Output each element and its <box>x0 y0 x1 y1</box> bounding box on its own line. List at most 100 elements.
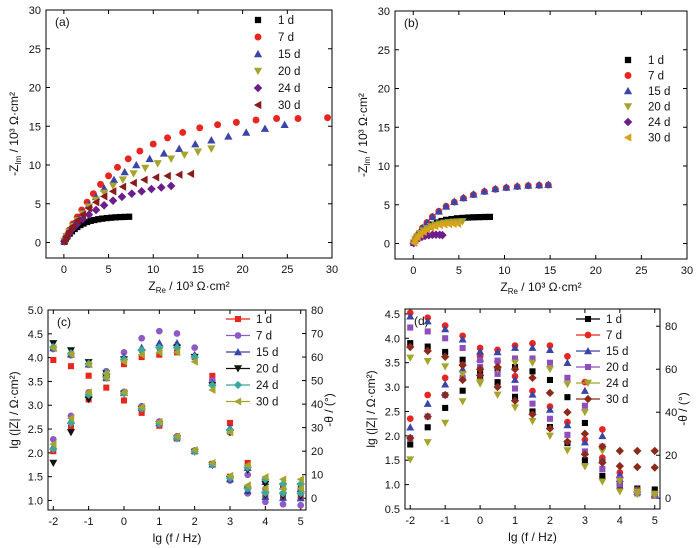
data-point <box>105 172 113 180</box>
x-tick-label: 25 <box>281 264 293 276</box>
phase-point <box>406 433 415 443</box>
modulus-point <box>441 363 450 371</box>
phase-point <box>66 429 75 437</box>
legend-entry: 7 d <box>624 71 664 83</box>
legend-label: 1 d <box>606 314 622 326</box>
phase-point <box>563 358 572 366</box>
legend-marker <box>253 100 262 110</box>
x-axis-label: ZRe / 10³ Ω·cm² <box>148 279 229 295</box>
phase-point <box>475 365 485 374</box>
data-point <box>469 190 478 198</box>
phase-point <box>459 387 466 394</box>
data-point <box>140 175 148 184</box>
legend-entry: 20 d <box>576 362 628 374</box>
data-point <box>141 164 150 173</box>
data-point <box>440 220 448 229</box>
data-point <box>475 214 483 221</box>
phase-point <box>580 386 589 394</box>
legend-label: 30 d <box>648 133 670 145</box>
data-point <box>491 184 500 193</box>
phase-point <box>511 343 520 351</box>
legend-label: 15 d <box>256 347 278 359</box>
phase-point <box>137 345 146 355</box>
modulus-point <box>423 317 432 325</box>
legend-label: 30 d <box>606 394 628 406</box>
legend-marker <box>584 331 592 339</box>
series-20d <box>60 145 216 246</box>
plot-frame <box>394 10 688 260</box>
phase-point <box>279 475 287 484</box>
data-point <box>260 124 270 132</box>
phase-point <box>528 373 537 382</box>
phase-point <box>545 345 554 354</box>
y-tick-label: 30 <box>29 5 41 17</box>
modulus-point <box>633 462 642 472</box>
legend-marker <box>584 379 592 387</box>
x-tick-label: 1 <box>512 515 518 527</box>
data-point <box>438 230 447 240</box>
phase-point <box>155 348 163 357</box>
legend-marker <box>623 133 632 142</box>
phase-point <box>633 446 642 456</box>
phase-point <box>49 459 58 467</box>
y-tick-label: 10 <box>29 160 41 172</box>
legend-marker <box>253 83 263 93</box>
data-point <box>535 180 544 189</box>
series-30d <box>49 344 304 493</box>
data-point <box>441 202 451 210</box>
legend-label: 24 d <box>278 83 300 95</box>
phase-point <box>173 330 181 337</box>
data-point <box>97 180 104 188</box>
y-tick-label: 3.5 <box>28 376 43 388</box>
modulus-point <box>441 352 450 361</box>
x-tick-label: 15 <box>544 265 556 277</box>
x-tick-label: 1 <box>156 516 162 528</box>
modulus-point <box>261 498 269 506</box>
data-point <box>120 167 129 176</box>
data-point <box>524 181 533 189</box>
y-axis-label: -ZIm / 10³ Ω·cm² <box>7 92 23 176</box>
phase-point <box>155 338 164 347</box>
plot-frame <box>45 9 333 259</box>
data-point <box>502 183 511 191</box>
data-point <box>118 176 127 184</box>
phase-point <box>546 359 554 366</box>
phase-point <box>84 390 93 399</box>
phase-point <box>598 442 607 451</box>
data-point <box>242 128 251 136</box>
phase-point <box>102 369 110 378</box>
data-point <box>118 182 127 191</box>
modulus-point <box>243 481 251 490</box>
data-point <box>99 189 109 198</box>
modulus-point <box>545 424 555 433</box>
phase-point <box>529 355 536 362</box>
data-point <box>149 140 157 148</box>
phase-point <box>244 471 252 479</box>
data-point <box>99 201 109 210</box>
data-point <box>459 193 468 202</box>
data-point <box>91 198 100 207</box>
data-point <box>99 215 106 222</box>
modulus-point <box>279 500 287 508</box>
legend-marker <box>623 117 633 127</box>
phase-point <box>599 426 606 433</box>
x-tick-label: 15 <box>192 264 204 276</box>
legend-marker <box>234 332 242 339</box>
modulus-point <box>442 335 449 342</box>
phase-point <box>510 365 520 374</box>
legend-marker <box>254 16 262 24</box>
y2-tick-label: 50 <box>311 376 323 388</box>
phase-point <box>67 424 75 431</box>
x-tick-label: 30 <box>681 265 693 277</box>
data-point <box>434 207 443 215</box>
data-point <box>159 149 169 157</box>
data-point <box>486 213 494 221</box>
phase-point <box>528 359 537 367</box>
legend-entry: 15 d <box>226 347 278 359</box>
legend-marker <box>584 315 592 323</box>
legend-marker <box>254 33 262 41</box>
legend-marker <box>623 103 633 111</box>
legend-marker <box>623 86 633 95</box>
phase-point <box>424 391 432 399</box>
y-tick-label: 1.0 <box>28 495 43 507</box>
